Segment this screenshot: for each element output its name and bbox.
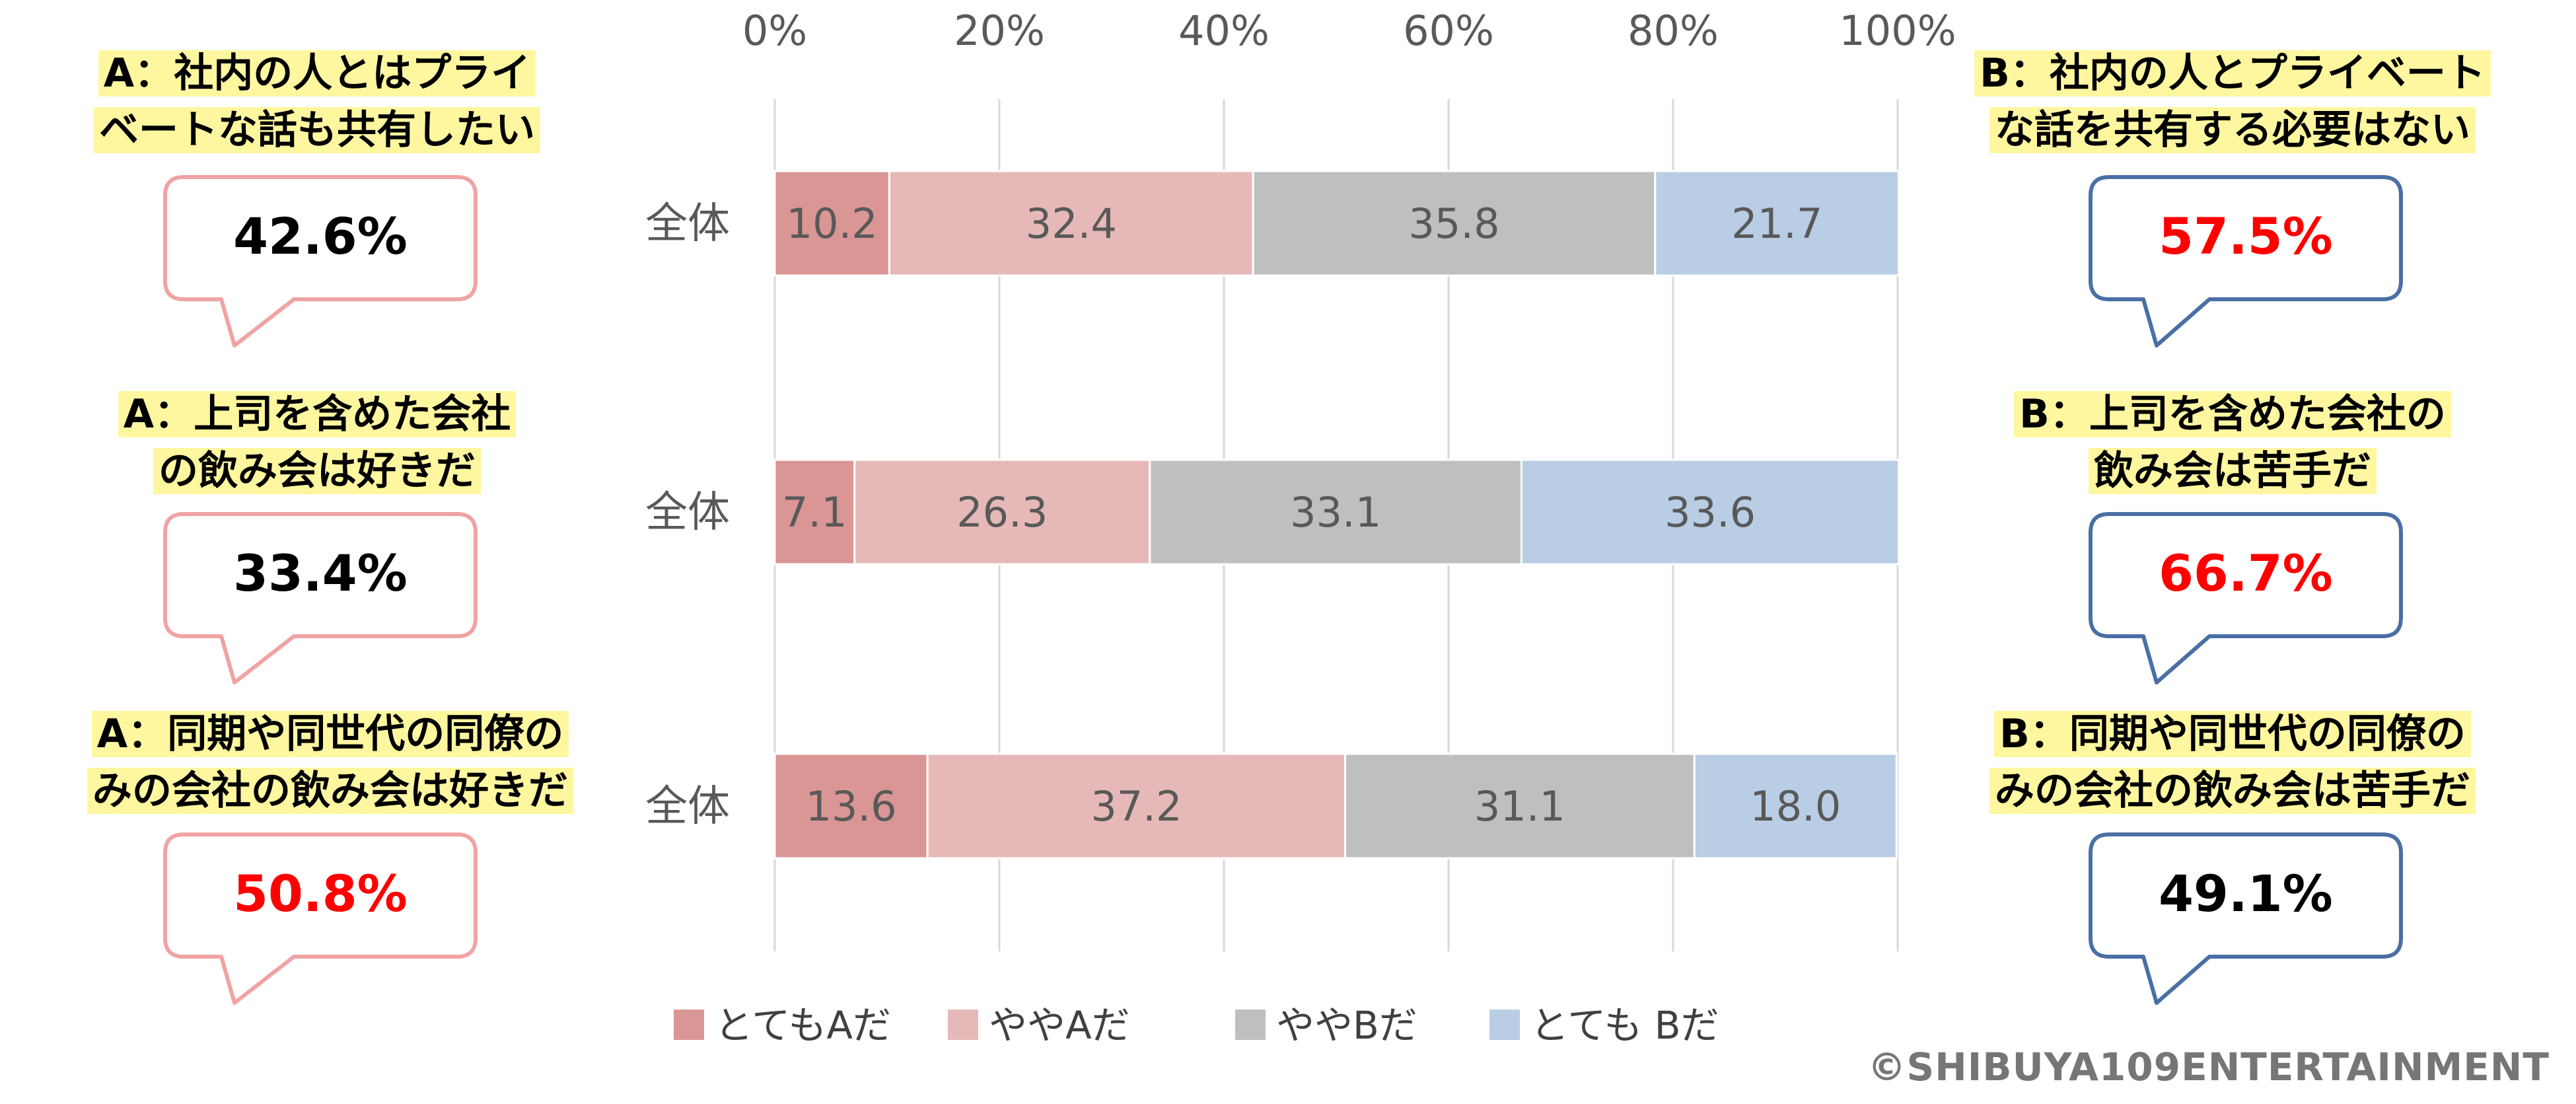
callout-bubbles — [163, 175, 2403, 1005]
x-tick-label: 60% — [1403, 7, 1494, 55]
bar-value-label: 37.2 — [1091, 782, 1182, 830]
category-label: 全体 — [645, 488, 730, 537]
statement-b-2-line-2: 飲み会は苦手だ — [2089, 448, 2377, 494]
x-tick-label: 20% — [954, 7, 1045, 55]
legend-label: ややAだ — [989, 1003, 1130, 1048]
x-tick-label: 40% — [1178, 7, 1270, 55]
bubble-b-2-value: 66.7% — [2159, 544, 2333, 603]
bar-value-label: 32.4 — [1026, 200, 1117, 248]
statement-a-1-line-2: ベートな話も共有したい — [94, 107, 540, 153]
statement-a-3-line-1: A：同期や同世代の同僚の — [91, 711, 569, 757]
statement-b-2: B：上司を含めた会社の 飲み会は苦手だ — [1902, 386, 2563, 499]
bubble-b-1 — [2089, 175, 2403, 348]
legend-label: とてもAだ — [715, 1003, 891, 1048]
statement-b-1: B：社内の人とプライベート な話を共有する必要はない — [1902, 45, 2563, 159]
statement-a-2-line-2: の飲み会は好きだ — [153, 448, 481, 494]
bubble-a-2 — [163, 512, 478, 684]
x-axis-ticks: 0% 20% 40% 60% 80% 100% — [742, 7, 1956, 55]
legend-label: ややBだ — [1276, 1003, 1417, 1048]
statement-a-1-line-1: A：社内の人とはプライ — [98, 50, 536, 96]
bar-value-label: 7.1 — [782, 488, 847, 536]
x-tick-label: 100% — [1839, 7, 1956, 55]
x-tick-label: 0% — [742, 7, 807, 55]
bar-value-label: 33.1 — [1290, 488, 1381, 536]
bar-segment — [773, 170, 890, 277]
legend: とてもAだ ややAだ ややBだ とても Bだ — [674, 1003, 1719, 1048]
bar-value-label: 18.0 — [1750, 782, 1841, 830]
bubble-b-3-value: 49.1% — [2159, 864, 2333, 923]
statement-a-1: A：社内の人とはプライ ベートな話も共有したい — [26, 45, 608, 159]
bar-segment — [1521, 459, 1900, 566]
copyright: ©SHIBUYA109ENTERTAINMENT — [1867, 1045, 2550, 1089]
bubble-b-1-value: 57.5% — [2159, 207, 2333, 266]
statement-b-3: B：同期や同世代の同僚の みの会社の飲み会は苦手だ — [1902, 706, 2563, 819]
legend-label: とても Bだ — [1530, 1003, 1719, 1048]
bubble-b-3 — [2089, 832, 2403, 1005]
bar-segment — [773, 753, 929, 860]
bar-value-label: 35.8 — [1408, 200, 1499, 248]
legend-swatch — [1235, 1010, 1266, 1040]
bar-segment — [1252, 170, 1657, 277]
bubble-a-3 — [163, 832, 478, 1005]
bar-segment — [1149, 459, 1523, 566]
legend-swatch — [948, 1010, 978, 1040]
legend-swatch — [1489, 1010, 1520, 1040]
bars: 10.2 32.4 35.8 21.7 7.1 26.3 33.1 33.6 13.6 37.2 3… — [773, 170, 1900, 860]
bubble-a-3-value: 50.8% — [233, 864, 408, 923]
bar-segment — [773, 459, 856, 566]
bar-value-label: 21.7 — [1731, 200, 1822, 248]
bar-value-label: 33.6 — [1664, 488, 1756, 536]
statement-b-1-line-2: な話を共有する必要はない — [1989, 107, 2476, 153]
statement-a-2: A：上司を含めた会社 の飲み会は好きだ — [26, 386, 608, 499]
bar-segment — [888, 170, 1254, 277]
statement-a-3-line-2: みの会社の飲み会は好きだ — [87, 768, 573, 814]
bar-value-label: 26.3 — [956, 488, 1048, 536]
statement-b-3-line-1: B：同期や同世代の同僚の — [1994, 711, 2471, 757]
statement-b-3-line-2: みの会社の飲み会は苦手だ — [1989, 768, 2476, 814]
bar-value-label: 31.1 — [1474, 782, 1565, 830]
category-label: 全体 — [645, 782, 730, 831]
bar-segment — [1654, 170, 1900, 277]
statement-a-3: A：同期や同世代の同僚の みの会社の飲み会は好きだ — [26, 706, 634, 819]
category-label: 全体 — [645, 200, 730, 248]
statement-a-2-line-1: A：上司を含めた会社 — [118, 391, 517, 437]
bar-segment — [1693, 753, 1898, 860]
bubble-a-1-value: 42.6% — [233, 207, 408, 266]
bar-segment — [1344, 753, 1696, 860]
statement-b-1-line-1: B：社内の人とプライベート — [1974, 50, 2491, 96]
bar-value-label: 13.6 — [806, 782, 897, 830]
bar-value-label: 10.2 — [787, 200, 878, 248]
x-tick-label: 80% — [1628, 7, 1719, 55]
legend-swatch — [674, 1010, 704, 1040]
bubble-a-1 — [163, 175, 478, 348]
bubble-a-2-value: 33.4% — [233, 544, 408, 603]
statement-b-2-line-1: B：上司を含めた会社の — [2014, 391, 2451, 437]
bubble-b-2 — [2089, 512, 2403, 684]
